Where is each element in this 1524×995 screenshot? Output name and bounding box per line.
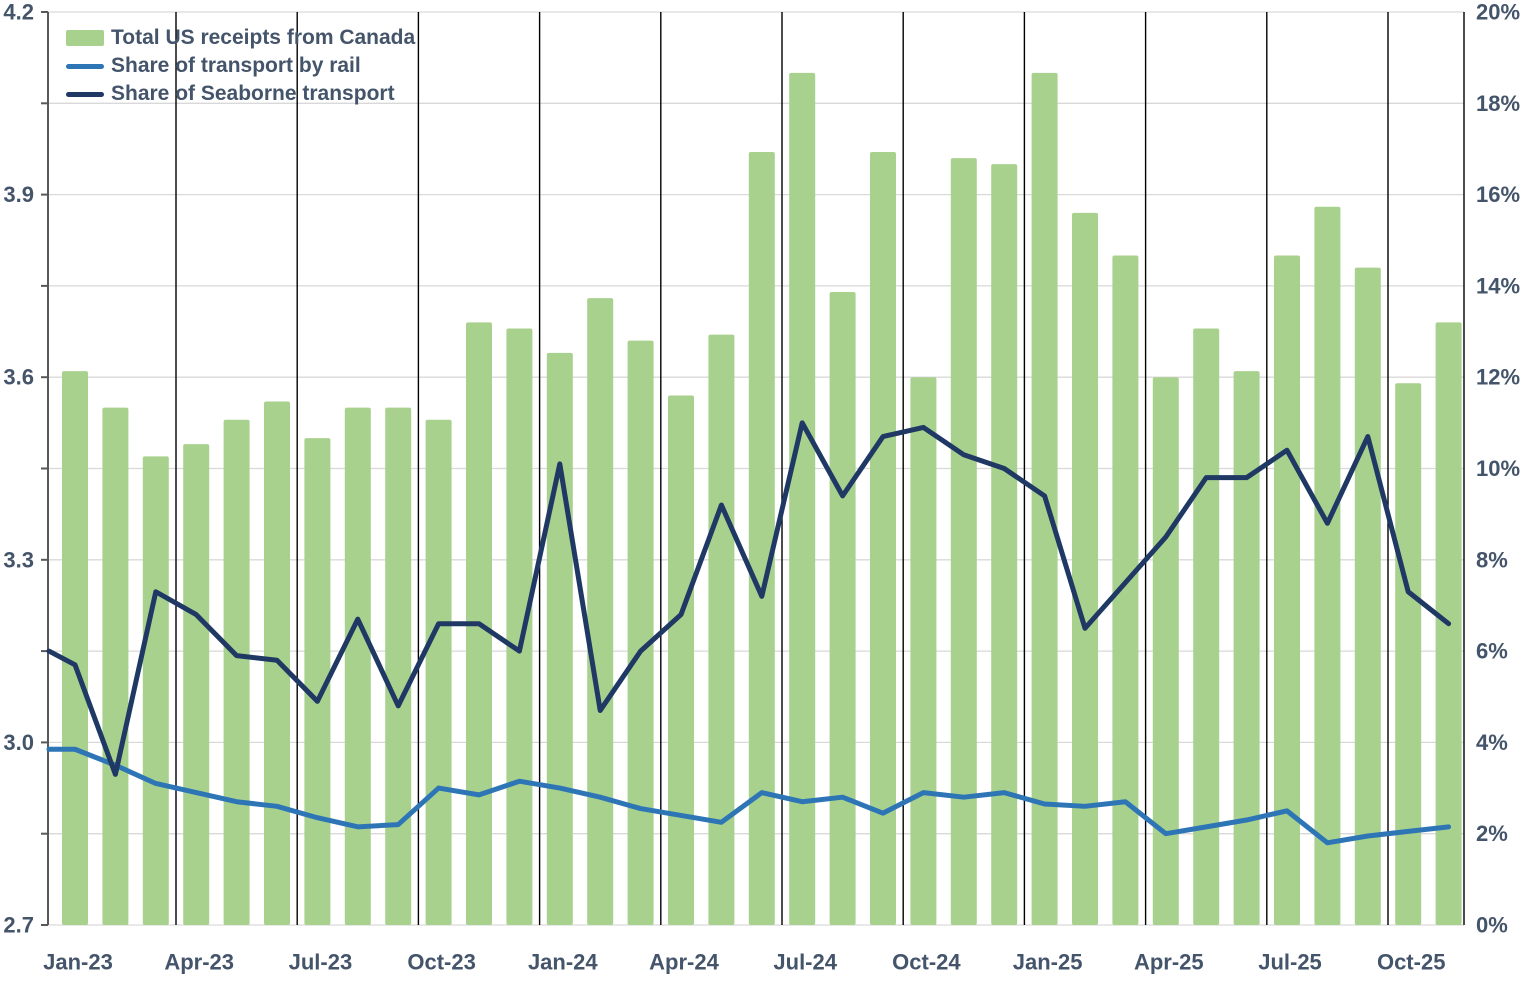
right-axis-tick-label: 2% [1476, 821, 1508, 846]
x-axis-tick-label: Jul-23 [289, 950, 353, 975]
x-axis-tick-label: Oct-24 [892, 950, 961, 975]
bar [62, 371, 88, 925]
x-axis-tick-label: Apr-25 [1134, 950, 1204, 975]
x-axis-tick-label: Oct-23 [407, 950, 475, 975]
right-axis-tick-label: 8% [1476, 547, 1508, 572]
bar [1193, 328, 1220, 925]
bar [708, 334, 735, 925]
legend-item-total-receipts: Total US receipts from Canada [66, 24, 415, 52]
left-axis-tick-label: 3.9 [3, 182, 34, 207]
legend-item-seaborne: Share of Seaborne transport [66, 80, 415, 108]
bar [1395, 383, 1422, 926]
bar [1274, 255, 1300, 925]
right-axis-tick-label: 12% [1476, 365, 1520, 390]
legend-label-rail: Share of transport by rail [111, 54, 361, 77]
bar [991, 164, 1018, 925]
left-axis-tick-label: 3.0 [3, 730, 34, 755]
x-axis-tick-label: Oct-25 [1377, 950, 1445, 975]
x-axis-tick-label: Apr-23 [164, 950, 234, 975]
legend-label-seaborne: Share of Seaborne transport [111, 82, 395, 105]
bar [748, 151, 775, 925]
bar [910, 377, 937, 925]
right-axis-tick-label: 10% [1476, 456, 1520, 481]
x-axis-tick-label: Jan-23 [43, 950, 113, 975]
right-axis-tick-label: 4% [1476, 730, 1508, 755]
left-axis-tick-label: 4.2 [3, 0, 34, 25]
right-axis-labels: 0% 2% 4% 6% 8% 10% 12% 14% 16% 18% 20% [1476, 0, 1520, 938]
x-axis-labels: Jan-23 Apr-23 Jul-23 Oct-23 Jan-24 Apr-24 Jul-… [43, 950, 1445, 975]
quarter-gridlines [175, 12, 1389, 925]
bar [304, 438, 331, 925]
legend: Total US receipts from Canada Share of t… [66, 24, 415, 108]
seaborne-share-line [46, 420, 1452, 777]
bar [829, 291, 856, 925]
right-axis-tick-label: 0% [1476, 913, 1508, 938]
bar [870, 151, 896, 925]
bar [183, 444, 210, 925]
x-axis-tick-label: Jul-25 [1258, 950, 1322, 975]
left-axis-ticks [41, 11, 48, 926]
bar [789, 72, 816, 925]
legend-swatch-seaborne-line-icon [66, 91, 104, 97]
right-axis-tick-label: 14% [1476, 273, 1520, 298]
x-axis-tick-label: Jul-24 [773, 950, 837, 975]
bar [587, 298, 614, 925]
bar [1233, 371, 1260, 925]
bar [1112, 255, 1139, 925]
bar [223, 419, 250, 925]
bar [668, 395, 694, 926]
bar [950, 158, 977, 925]
left-axis-tick-label: 2.7 [3, 913, 34, 938]
rail-share-line [46, 746, 1452, 846]
bar [1314, 206, 1341, 926]
bar [546, 352, 573, 925]
right-axis-tick-label: 18% [1476, 91, 1520, 116]
left-axis-tick-label: 3.3 [3, 547, 34, 572]
bar [385, 407, 412, 926]
bar [425, 419, 452, 925]
bar [142, 456, 169, 925]
right-axis-tick-label: 16% [1476, 182, 1520, 207]
left-axis-labels: 2.7 3.0 3.3 3.6 3.9 4.2 [3, 0, 34, 938]
right-axis-tick-label: 20% [1476, 0, 1520, 25]
right-axis-tick-label: 6% [1476, 639, 1508, 664]
legend-item-rail: Share of transport by rail [66, 52, 415, 80]
bar [627, 340, 654, 925]
x-axis-tick-label: Jan-24 [528, 950, 598, 975]
bar [506, 328, 533, 925]
legend-label-total-receipts: Total US receipts from Canada [111, 26, 416, 49]
bar [1152, 377, 1179, 925]
x-axis-tick-label: Jan-25 [1013, 950, 1083, 975]
legend-swatch-bar-icon [66, 30, 104, 46]
legend-swatch-rail-line-icon [66, 63, 104, 69]
bar [344, 407, 371, 926]
bar [1354, 267, 1381, 925]
bar-series-total-receipts [62, 72, 1462, 926]
bar [1072, 212, 1098, 926]
bar [102, 407, 129, 926]
x-axis-tick-label: Apr-24 [649, 950, 719, 975]
left-axis-tick-label: 3.6 [3, 365, 34, 390]
